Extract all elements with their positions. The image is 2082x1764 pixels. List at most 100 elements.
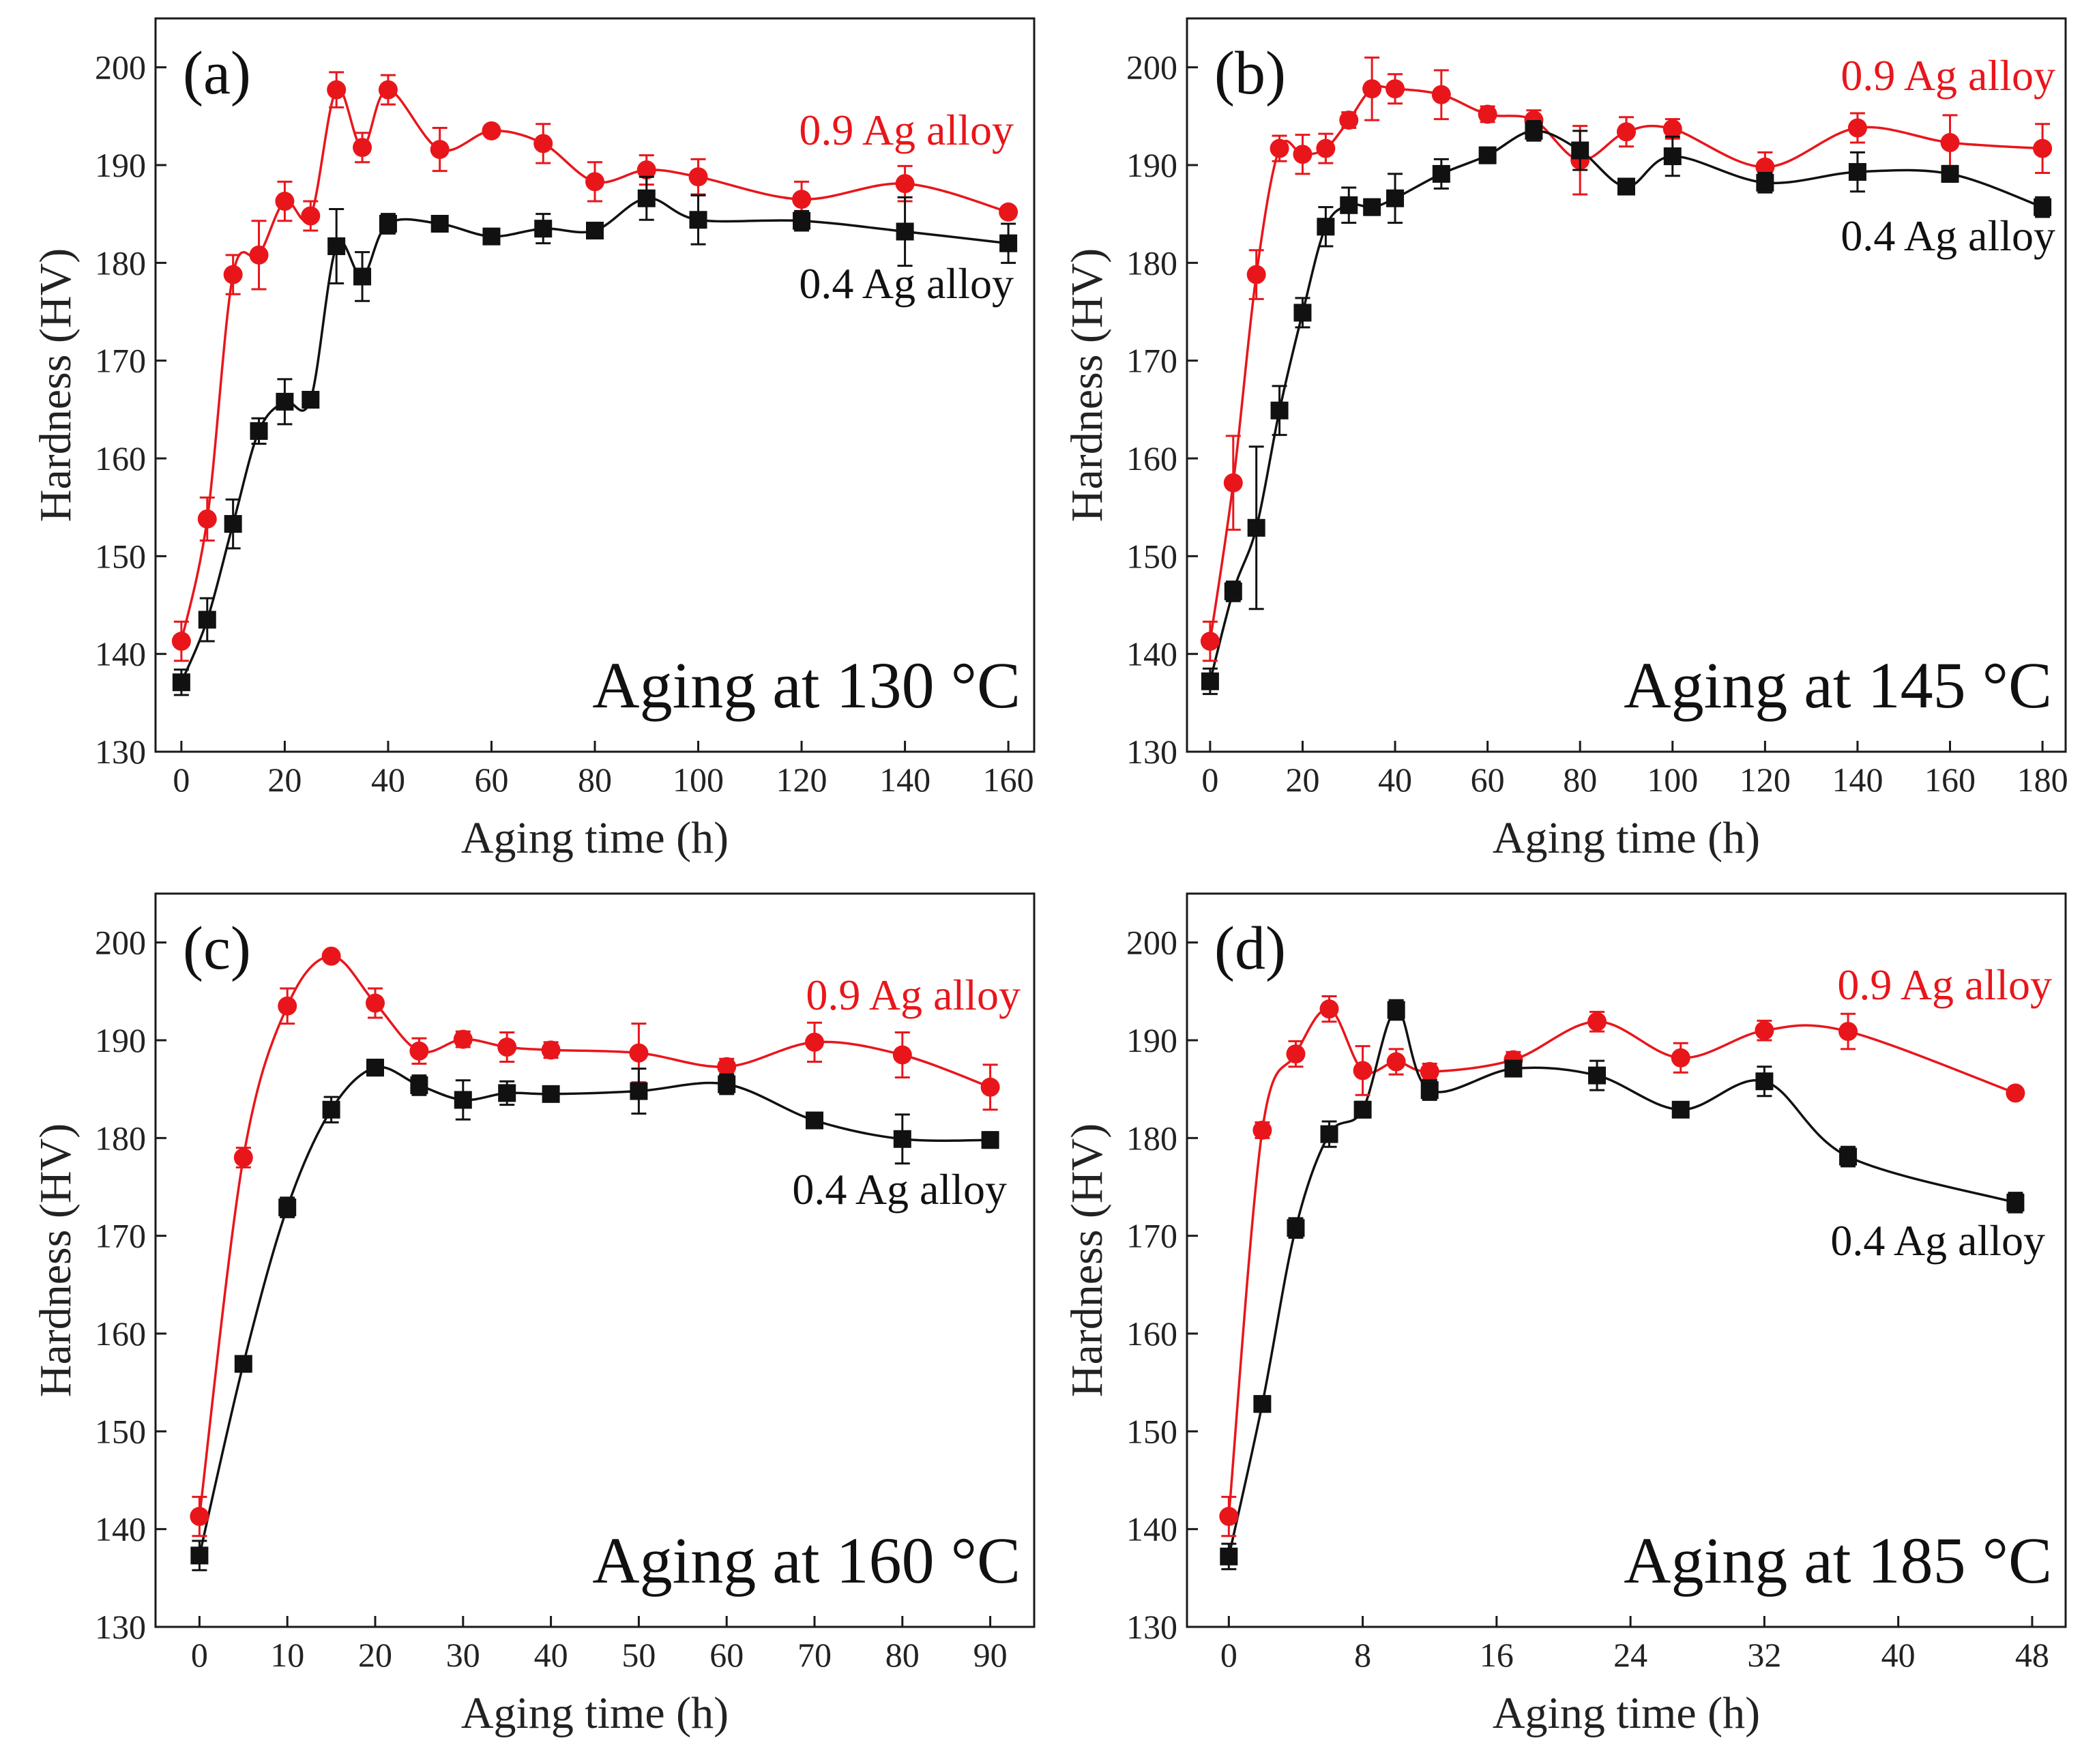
panel-b-point-0.4-ag xyxy=(1478,146,1497,164)
panel-c-legend-0.9-ag: 0.9 Ag alloy xyxy=(806,971,1021,1019)
panel-b-x-tick-label: 40 xyxy=(1378,761,1412,799)
panel-c-point-0.4-ag xyxy=(410,1076,428,1094)
panel-b-point-0.4-ag xyxy=(1571,141,1589,160)
panel-a-x-tick-label: 80 xyxy=(578,761,612,799)
panel-b-axes: 0 20 40 60 80 100 120 140 160 180 130 140 150 160 170 1… xyxy=(1126,48,2068,799)
panel-c-point-0.9-ag xyxy=(717,1057,737,1076)
panel-b-point-0.9-ag xyxy=(1200,632,1220,651)
panel-c-point-0.9-ag xyxy=(409,1041,429,1061)
panel-a-point-0.9-ag xyxy=(301,206,321,226)
panel-b-x-tick-label: 100 xyxy=(1647,761,1698,799)
panel-d-point-0.9-ag xyxy=(2006,1083,2025,1103)
panel-b-legend-0.4-ag: 0.4 Ag alloy xyxy=(1841,211,2055,260)
panel-c-point-0.9-ag xyxy=(892,1045,912,1065)
panel-b-x-tick-label: 160 xyxy=(1924,761,1976,799)
panel-c-point-0.4-ag xyxy=(322,1100,340,1119)
panel-a-point-0.9-ag xyxy=(636,160,656,180)
panel-d-plot-frame xyxy=(1186,892,2067,1628)
panel-c-axes: 0 10 20 30 40 50 60 70 80 90 130 140 150 160 170 180 190… xyxy=(95,924,1008,1674)
panel-d-point-0.9-ag xyxy=(1838,1022,1858,1042)
panel-d-legend-0.9-ag: 0.9 Ag alloy xyxy=(1837,960,2052,1009)
panel-c-point-0.4-ag xyxy=(190,1546,209,1565)
panel-c-point-0.9-ag xyxy=(453,1029,473,1049)
panel-d-point-0.9-ag xyxy=(1319,999,1339,1019)
panel-b: 0 20 40 60 80 100 120 140 160 180 130 140 150 160 170 1… xyxy=(1062,17,2068,863)
panel-a-point-0.4-ag xyxy=(250,422,268,440)
panel-a-axes: 0 20 40 60 80 100 120 140 160 130 140 150 160 170 180 1… xyxy=(95,48,1034,799)
panel-c-point-0.4-ag xyxy=(366,1059,384,1077)
panel-d-y-tick-label: 130 xyxy=(1126,1608,1177,1646)
panel-b-point-0.4-ag xyxy=(1224,582,1242,600)
panel-d-point-0.4-ag xyxy=(1353,1100,1372,1119)
panel-c-y-tick-label: 160 xyxy=(95,1314,146,1353)
panel-a-x-tick-label: 20 xyxy=(267,761,302,799)
panel-a-point-0.4-ag xyxy=(793,211,811,230)
panel-b-x-tick-label: 0 xyxy=(1201,761,1218,799)
panel-d-point-0.9-ag xyxy=(1671,1048,1690,1068)
panel-b-point-0.9-ag xyxy=(1362,79,1382,99)
panel-a-point-0.4-ag xyxy=(172,673,190,692)
panel-a-legend-0.4-ag: 0.4 Ag alloy xyxy=(799,259,1014,308)
panel-b-point-0.4-ag xyxy=(1201,672,1219,690)
panel-d-label: (d) xyxy=(1214,915,1286,982)
panel-d-points xyxy=(1219,995,2025,1570)
panel-c-point-0.9-ag xyxy=(366,993,385,1013)
panel-c-x-tick-label: 80 xyxy=(885,1636,920,1674)
panel-b-y-tick-label: 200 xyxy=(1126,48,1177,87)
panel-c-label: (c) xyxy=(183,915,251,982)
panel-c-x-tick-label: 40 xyxy=(534,1636,568,1674)
panel-b-x-tick-label: 60 xyxy=(1471,761,1505,799)
panel-d-point-0.4-ag xyxy=(1671,1100,1690,1119)
panel-d-point-0.9-ag xyxy=(1755,1020,1774,1040)
panel-a-x-tick-label: 160 xyxy=(983,761,1034,799)
panel-b-point-0.4-ag xyxy=(1270,401,1289,420)
panel-d-condition: Aging at 185 °C xyxy=(1624,1524,2052,1597)
panel-a-point-0.9-ag xyxy=(378,80,398,100)
panel-a-x-tick-label: 120 xyxy=(776,761,827,799)
panel-c-y-tick-label: 150 xyxy=(95,1412,146,1450)
panel-d-point-0.4-ag xyxy=(1387,1001,1405,1019)
panel-c-y-tick-label: 180 xyxy=(95,1119,146,1157)
panel-a-point-0.9-ag xyxy=(430,140,450,160)
panel-c-point-0.4-ag xyxy=(806,1111,823,1130)
panel-a-x-tick-label: 140 xyxy=(879,761,930,799)
panel-b-point-0.4-ag xyxy=(1340,196,1358,214)
panel-d-y-tick-label: 160 xyxy=(1126,1314,1177,1353)
panel-a-point-0.4-ag xyxy=(586,222,604,240)
panel-d-point-0.4-ag xyxy=(1420,1081,1439,1100)
panel-a-point-0.4-ag xyxy=(896,222,914,241)
panel-c-point-0.4-ag xyxy=(278,1199,297,1217)
panel-c-y-axis-title: Hardness (HV) xyxy=(31,1123,80,1397)
panel-d-x-tick-label: 8 xyxy=(1354,1636,1371,1674)
panel-b-legend-0.9-ag: 0.9 Ag alloy xyxy=(1841,51,2055,100)
panel-a-curve-0.4-ag xyxy=(180,196,1009,683)
panel-d-x-tick-label: 16 xyxy=(1480,1636,1514,1674)
panel-d-point-0.4-ag xyxy=(1220,1547,1238,1565)
panel-a-point-0.4-ag xyxy=(689,211,707,229)
panel-a-point-0.4-ag xyxy=(482,227,501,246)
panel-c-point-0.4-ag xyxy=(498,1084,516,1102)
panel-a-point-0.4-ag xyxy=(353,267,372,286)
panel-b-point-0.9-ag xyxy=(1755,157,1775,177)
panel-b-point-0.4-ag xyxy=(1363,198,1381,216)
panel-d-y-tick-label: 190 xyxy=(1126,1021,1177,1059)
panel-d-point-0.4-ag xyxy=(1755,1072,1774,1091)
panel-c-condition: Aging at 160 °C xyxy=(592,1524,1021,1597)
panel-c-point-0.9-ag xyxy=(190,1507,209,1527)
panel-d-legend-0.4-ag: 0.4 Ag alloy xyxy=(1830,1216,2045,1265)
panel-b-point-0.9-ag xyxy=(1847,118,1867,138)
panel-b-point-0.9-ag xyxy=(1478,104,1497,124)
panel-c-x-tick-label: 30 xyxy=(446,1636,480,1674)
panel-a-label: (a) xyxy=(183,40,251,107)
panel-d-point-0.4-ag xyxy=(1287,1219,1305,1237)
panel-a-y-tick-label: 140 xyxy=(95,635,146,673)
panel-c-y-tick-label: 140 xyxy=(95,1510,146,1548)
panel-c-point-0.4-ag xyxy=(893,1130,911,1148)
panel-d-x-tick-label: 32 xyxy=(1747,1636,1781,1674)
panel-b-point-0.9-ag xyxy=(1293,145,1313,164)
panel-a-y-axis-title: Hardness (HV) xyxy=(31,248,80,522)
panel-b-point-0.9-ag xyxy=(1270,138,1289,158)
panel-d-point-0.4-ag xyxy=(1839,1147,1858,1166)
panel-b-point-0.9-ag xyxy=(2033,138,2053,158)
